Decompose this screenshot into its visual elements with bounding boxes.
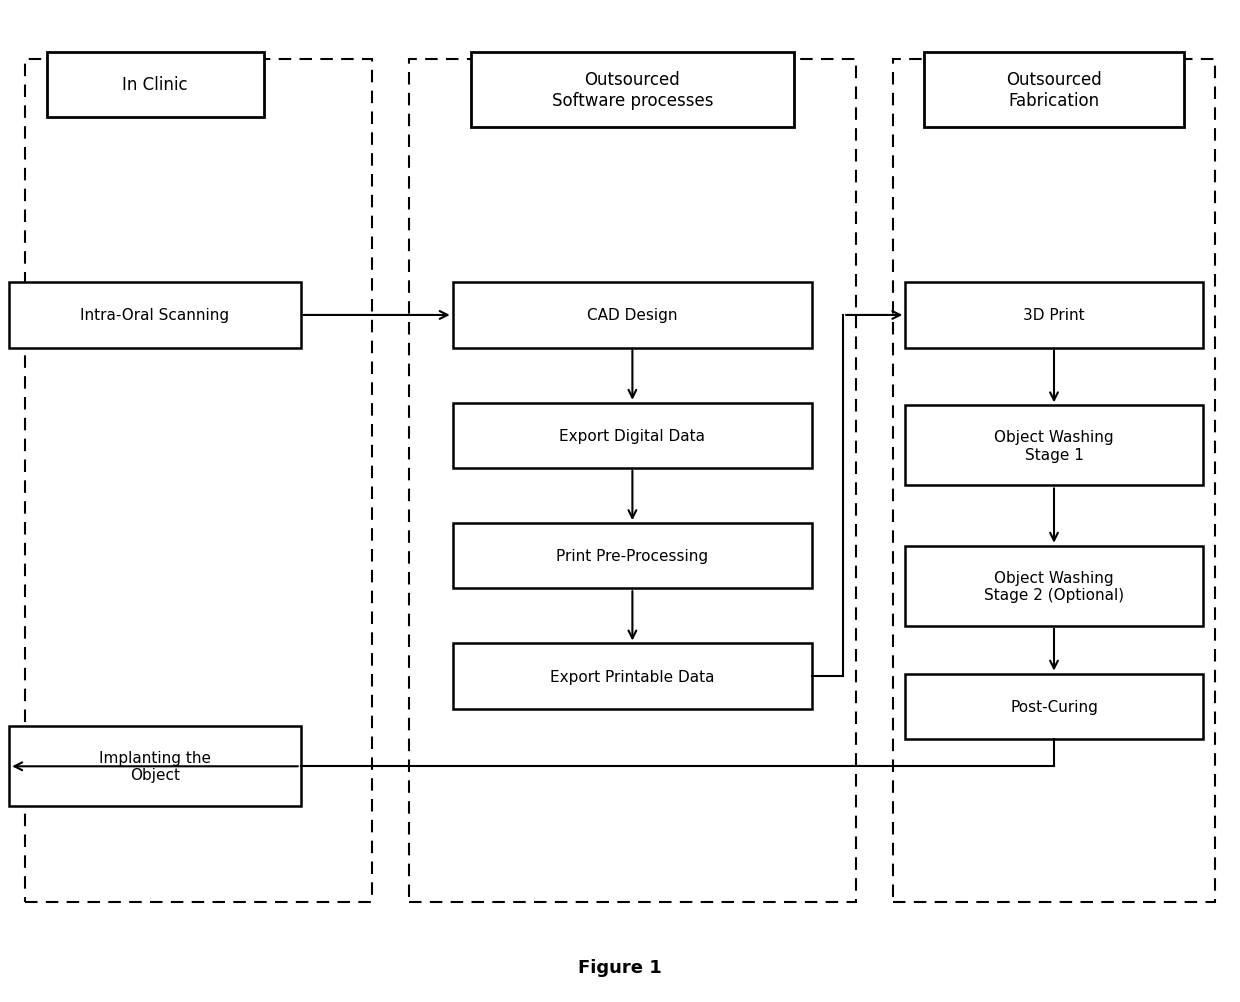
Bar (10, 726, 300, 807)
Text: Outsourced
Software processes: Outsourced Software processes (552, 71, 713, 109)
Text: Export Printable Data: Export Printable Data (551, 669, 714, 683)
Text: Print Pre-Processing: Print Pre-Processing (557, 549, 708, 563)
Bar (905, 546, 1203, 626)
Bar (453, 403, 812, 468)
Text: Object Washing
Stage 1: Object Washing Stage 1 (994, 430, 1114, 462)
Bar (453, 644, 812, 709)
Bar (453, 523, 812, 588)
Bar (471, 52, 794, 127)
Bar (905, 674, 1203, 739)
Bar (10, 283, 300, 348)
Text: Post-Curing: Post-Curing (1011, 699, 1097, 713)
Text: Object Washing
Stage 2 (Optional): Object Washing Stage 2 (Optional) (983, 570, 1125, 602)
Bar (905, 283, 1203, 348)
Bar (25, 60, 372, 902)
Text: In Clinic: In Clinic (123, 76, 187, 94)
Text: CAD Design: CAD Design (588, 309, 677, 323)
Text: Figure 1: Figure 1 (578, 958, 662, 976)
Text: Export Digital Data: Export Digital Data (559, 429, 706, 443)
Bar (453, 283, 812, 348)
Text: 3D Print: 3D Print (1023, 309, 1085, 323)
Text: Outsourced
Fabrication: Outsourced Fabrication (1006, 71, 1102, 109)
Bar (924, 52, 1184, 127)
Bar (905, 406, 1203, 486)
Bar (409, 60, 856, 902)
Bar (893, 60, 1215, 902)
Text: Intra-Oral Scanning: Intra-Oral Scanning (81, 309, 229, 323)
Bar (47, 52, 263, 117)
Text: Implanting the
Object: Implanting the Object (99, 750, 211, 783)
